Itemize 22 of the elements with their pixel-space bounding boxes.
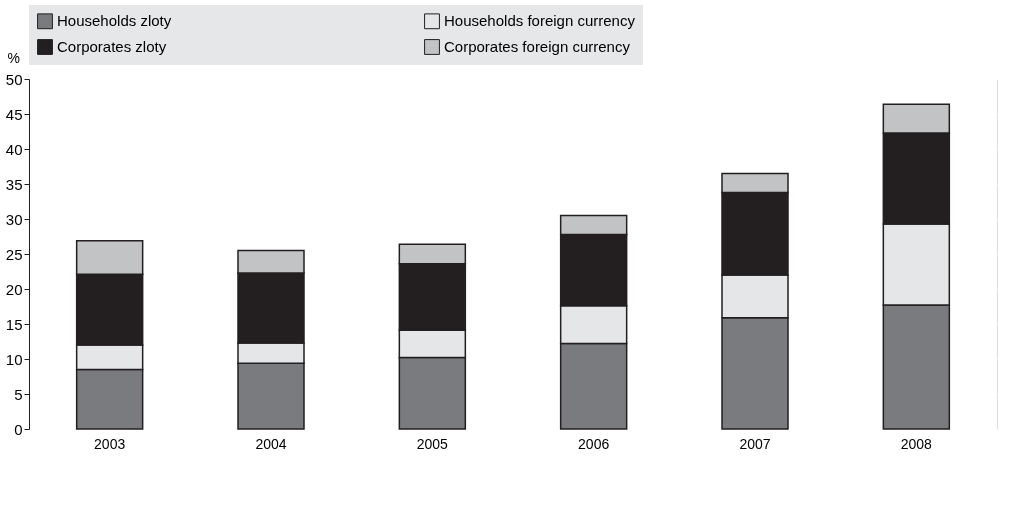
x-tick-label: 2004 xyxy=(255,435,287,452)
legend-label: Corporates foreign currency xyxy=(444,38,631,55)
y-axis-title: % xyxy=(7,49,20,66)
y-tick-label: 35 xyxy=(5,175,23,193)
legend-label: Households foreign currency xyxy=(444,12,636,30)
y-tick-label: 15 xyxy=(5,315,23,333)
legend-label: Households zloty xyxy=(57,12,172,30)
y-tick-label: 0 xyxy=(14,420,23,438)
y-tick-label: 40 xyxy=(5,140,23,158)
x-tick-label: 2008 xyxy=(900,435,933,452)
y-tick-label: 5 xyxy=(14,385,23,403)
x-tick-label: 2007 xyxy=(739,435,771,452)
y-tick-label: 20 xyxy=(5,280,23,298)
y-tick-label: 30 xyxy=(5,210,23,228)
x-tick-label: 2005 xyxy=(416,435,449,452)
y-tick-label: 45 xyxy=(5,105,23,123)
x-tick-label: 2003 xyxy=(94,435,126,452)
x-tick-label: 2006 xyxy=(578,435,610,452)
y-tick-label: 10 xyxy=(5,350,23,368)
y-tick-label: 25 xyxy=(5,245,23,263)
y-tick-label: 50 xyxy=(5,70,23,88)
legend-label: Corporates zloty xyxy=(57,38,167,55)
